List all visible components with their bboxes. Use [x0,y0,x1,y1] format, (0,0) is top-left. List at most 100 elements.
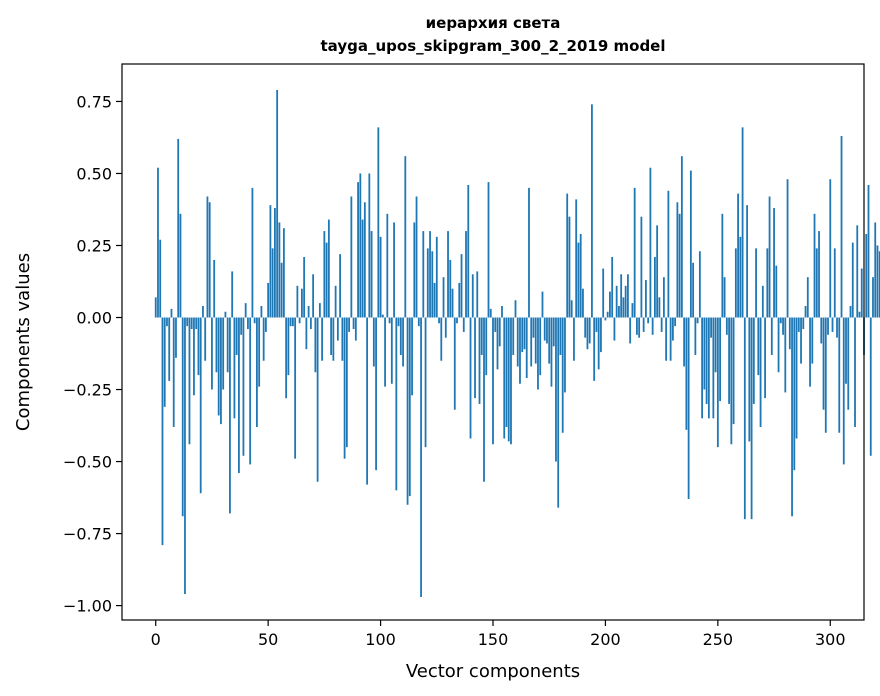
bar-49 [265,317,267,332]
bar-25 [211,317,213,390]
bar-189 [579,233,582,318]
bar-182 [564,317,566,393]
bar-251 [719,317,721,402]
bar-209 [624,285,627,318]
bar-223 [656,225,659,318]
bar-135 [458,282,461,318]
bar-169 [534,317,537,364]
bar-83 [341,317,344,361]
bar-57 [282,228,285,318]
bar-74 [321,317,324,361]
bar-224 [658,297,661,318]
bar-281 [786,179,789,318]
bar-228 [667,190,670,318]
bar-2 [159,239,162,318]
bar-276 [775,265,778,318]
bar-111 [404,156,407,318]
bar-279 [782,317,784,335]
bar-294 [815,248,818,318]
bar-236 [685,317,688,430]
bar-234 [680,156,683,318]
bar-181 [561,317,564,433]
bar-17 [193,317,195,396]
bar-210 [627,274,629,318]
bar-76 [325,242,328,318]
bar-219 [647,317,650,324]
bar-295 [818,231,820,318]
bar-160 [514,300,517,318]
bar-151 [494,317,497,332]
bar-316 [865,233,868,318]
bar-179 [557,317,560,508]
bar-199 [602,268,605,318]
bar-39 [242,317,245,456]
bar-5 [166,317,168,327]
x-tick-label: 50 [258,630,278,649]
bar-259 [737,193,739,318]
bar-144 [478,317,481,404]
bar-69 [309,317,312,330]
bar-292 [811,317,814,364]
bar-227 [665,317,668,361]
bar-9 [175,317,177,358]
bar-163 [521,317,524,353]
bar-3 [161,317,164,546]
bar-201 [606,311,609,318]
bar-148 [487,182,490,318]
bar-262 [743,317,746,520]
bar-131 [449,259,452,318]
bar-265 [750,317,753,520]
bar-58 [285,317,288,399]
bar-184 [568,216,571,318]
bar-291 [809,317,811,387]
bar-138 [465,231,467,318]
bar-320 [874,222,877,318]
bar-7 [170,308,173,318]
bar-207 [620,274,623,318]
bar-40 [244,303,247,318]
bar-314 [860,268,863,318]
bar-93 [363,202,366,318]
y-axis-label: Components values [13,253,34,431]
bar-26 [213,259,216,318]
bar-162 [519,317,521,384]
bar-283 [791,317,793,517]
bar-28 [217,317,220,416]
bar-96 [370,231,373,318]
bar-298 [824,317,827,433]
bar-29 [220,317,222,425]
bar-136 [460,254,463,318]
bar-37 [238,317,240,474]
bar-204 [613,317,616,341]
bar-238 [689,170,692,318]
bar-273 [768,196,771,318]
bar-146 [483,317,485,482]
bar-194 [591,104,593,318]
bar-127 [440,317,443,361]
bar-313 [858,311,861,318]
bar-269 [759,317,762,427]
bar-178 [555,317,557,462]
bar-192 [586,317,589,350]
bar-97 [372,317,375,367]
bar-187 [575,199,578,318]
bar-61 [291,317,294,327]
bar-60 [289,317,292,327]
bar-216 [640,216,643,318]
bar-212 [631,303,634,318]
bar-105 [390,317,393,384]
bar-48 [262,317,265,361]
bar-237 [687,317,690,499]
x-tick-label: 150 [478,630,509,649]
bar-103 [386,213,389,318]
bar-272 [766,248,769,318]
bar-156 [505,317,508,427]
bar-206 [618,305,620,318]
bar-308 [847,317,850,410]
bar-71 [314,317,317,373]
bar-123 [431,251,434,318]
bar-142 [474,317,476,399]
bar-84 [343,317,346,459]
bar-303 [836,317,838,338]
